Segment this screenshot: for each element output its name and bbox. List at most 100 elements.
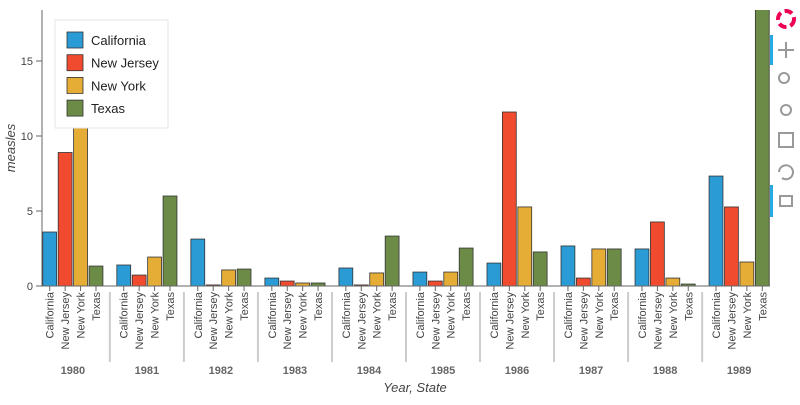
bar <box>131 274 147 286</box>
bar <box>532 251 548 286</box>
x-subcategory-label: New Jersey <box>578 292 590 350</box>
x-subcategory-label: Texas <box>313 292 325 321</box>
x-subcategory-label: New York <box>298 292 310 339</box>
bar <box>73 113 88 286</box>
hover-tool[interactable] <box>779 195 793 207</box>
y-tick-label: 15 <box>21 56 33 68</box>
x-tick-label: 1986 <box>505 365 529 377</box>
toolbar <box>770 9 796 217</box>
bar <box>708 175 724 286</box>
x-subcategory-label: New York <box>520 292 532 339</box>
bar <box>634 248 650 286</box>
reset-tool[interactable] <box>778 164 794 181</box>
x-subcategory-label: California <box>341 291 353 338</box>
bar <box>384 235 400 286</box>
x-subcategory-label: California <box>711 291 723 338</box>
bar <box>724 206 739 286</box>
x-subcategory-label: New York <box>668 292 680 339</box>
x-subcategory-label: Texas <box>609 292 621 321</box>
y-tick-label: 0 <box>27 281 33 293</box>
bar <box>458 247 474 286</box>
wheel-zoom-tool[interactable] <box>780 104 792 116</box>
bar <box>606 248 622 286</box>
bar <box>57 152 73 286</box>
bar <box>754 10 770 286</box>
x-tick-label: 1980 <box>61 365 85 377</box>
x-subcategory-label: New York <box>372 292 384 339</box>
x-tick-label: 1984 <box>357 365 382 377</box>
x-subcategory-label: Texas <box>461 292 473 321</box>
x-subcategory-label: Texas <box>165 292 177 321</box>
bar <box>501 111 517 286</box>
save-tool[interactable] <box>778 132 794 148</box>
x-subcategory-label: Texas <box>535 292 547 321</box>
x-subcategory-label: California <box>415 291 427 338</box>
pan-tool[interactable] <box>778 42 794 58</box>
x-tick-label: 1987 <box>579 365 603 377</box>
bar <box>665 277 681 286</box>
bar <box>369 272 385 286</box>
bar <box>338 267 354 286</box>
legend-label: California <box>91 33 147 48</box>
bar <box>205 284 221 286</box>
bar <box>116 264 132 286</box>
legend-swatch <box>66 54 84 72</box>
x-subcategory-label: New Jersey <box>282 292 294 350</box>
x-tick-label: 1985 <box>431 365 455 377</box>
x-subcategory-label: California <box>637 291 649 338</box>
x-subcategory-label: New Jersey <box>726 292 738 350</box>
x-subcategory-label: California <box>489 291 501 338</box>
bar <box>310 282 326 286</box>
x-subcategory-label: New York <box>224 292 236 339</box>
x-subcategory-label: California <box>119 291 131 338</box>
x-axis-label: Year, State <box>383 380 447 395</box>
bar <box>190 238 206 286</box>
bar <box>443 271 459 286</box>
legend-label: New York <box>91 78 146 93</box>
bar <box>42 231 58 286</box>
x-subcategory-label: New York <box>594 292 606 339</box>
y-axis-label: measles <box>3 123 18 172</box>
active-indicator <box>770 185 773 217</box>
x-subcategory-label: New York <box>446 292 458 339</box>
x-subcategory-label: New Jersey <box>208 292 220 350</box>
y-tick-label: 5 <box>27 206 33 218</box>
bar <box>591 248 607 286</box>
x-subcategory-label: California <box>267 291 279 338</box>
y-tick-label: 10 <box>21 131 33 143</box>
bar <box>739 261 755 286</box>
bar <box>264 277 280 286</box>
bar <box>88 265 104 286</box>
zoom-tool[interactable] <box>778 72 790 84</box>
x-subcategory-label: Texas <box>387 292 399 321</box>
bar <box>221 269 236 286</box>
bar <box>279 280 295 286</box>
logo[interactable] <box>776 9 796 29</box>
x-subcategory-label: California <box>563 291 575 338</box>
x-subcategory-label: New Jersey <box>652 292 664 350</box>
legend-swatch <box>66 31 84 49</box>
bar <box>412 271 428 286</box>
x-subcategory-label: New Jersey <box>356 292 368 350</box>
legend-label: Texas <box>91 101 125 116</box>
x-subcategory-label: New York <box>76 292 88 339</box>
bar <box>427 280 443 286</box>
bar <box>162 195 178 286</box>
x-subcategory-label: New Jersey <box>60 292 72 350</box>
x-subcategory-label: Texas <box>757 292 769 321</box>
x-tick-label: 1981 <box>135 365 159 377</box>
bar <box>650 221 665 286</box>
bar <box>560 245 576 286</box>
bar <box>576 277 591 286</box>
bar <box>486 262 502 286</box>
x-subcategory-label: California <box>45 291 57 338</box>
legend-label: New Jersey <box>91 56 159 71</box>
x-tick-label: 1989 <box>727 365 751 377</box>
x-subcategory-label: Texas <box>239 292 251 321</box>
x-subcategory-label: Texas <box>91 292 103 321</box>
active-indicator <box>770 35 773 65</box>
x-tick-label: 1983 <box>283 365 307 377</box>
bar <box>147 256 162 286</box>
bar <box>295 282 311 286</box>
